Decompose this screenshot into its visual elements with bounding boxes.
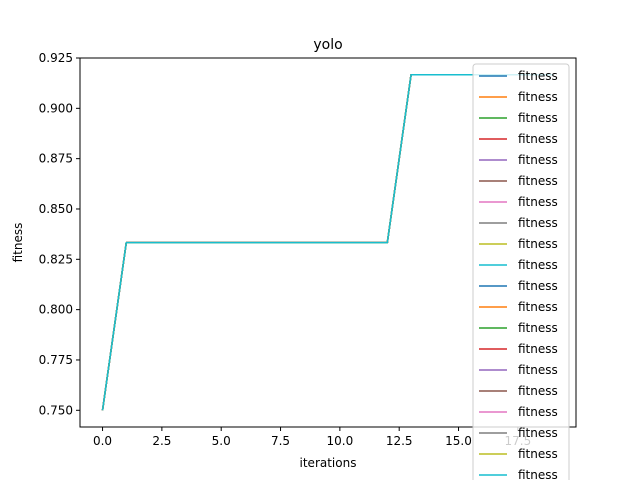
y-tick-label: 0.900 [39,101,73,115]
x-tick-label: 0.0 [93,434,112,448]
x-axis-label: iterations [300,456,357,470]
legend-box [472,63,570,480]
legend-label: fitness [518,279,558,293]
chart-title: yolo [313,37,342,53]
legend-label: fitness [518,321,558,335]
legend-label: fitness [518,216,558,230]
y-tick-label: 0.775 [39,353,73,367]
x-tick-label: 2.5 [152,434,171,448]
legend-label: fitness [518,195,558,209]
legend-label: fitness [518,447,558,461]
x-tick-label: 5.0 [212,434,231,448]
legend-label: fitness [518,363,558,377]
y-axis-ticks: 0.750 0.775 0.800 0.825 0.850 0.875 0.900 0.925 [39,51,80,417]
y-tick-label: 0.850 [39,202,73,216]
legend-label: fitness [518,237,558,251]
legend-label: fitness [518,300,558,314]
legend-label: fitness [518,132,558,146]
legend-label: fitness [518,90,558,104]
legend-label: fitness [518,426,558,440]
legend-label: fitness [518,153,558,167]
legend-label: fitness [518,384,558,398]
legend-label: fitness [518,258,558,272]
legend-label: fitness [518,111,558,125]
y-tick-label: 0.800 [39,303,73,317]
x-tick-label: 15.0 [445,434,472,448]
legend-label: fitness [518,468,558,480]
plot-frame [79,57,577,428]
y-axis-label: fitness [11,223,25,263]
y-tick-label: 0.750 [39,403,73,417]
legend-label: fitness [518,69,558,83]
legend-label: fitness [518,342,558,356]
legend: fitness fitness fitness fitness fitness fitne… [472,63,570,480]
x-tick-label: 10.0 [327,434,354,448]
y-tick-label: 0.875 [39,152,73,166]
y-tick-label: 0.825 [39,252,73,266]
legend-label: fitness [518,174,558,188]
legend-label: fitness [518,405,558,419]
x-tick-label: 7.5 [271,434,290,448]
y-tick-label: 0.925 [39,51,73,65]
x-tick-label: 12.5 [386,434,413,448]
